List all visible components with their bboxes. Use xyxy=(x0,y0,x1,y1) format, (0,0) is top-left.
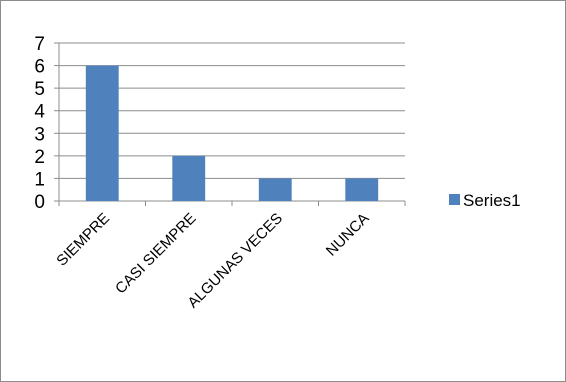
x-category-label-nunca: NUNCA xyxy=(323,210,373,260)
bar-casi-siempre xyxy=(172,155,206,201)
bar-nunca xyxy=(345,178,379,201)
y-tick-label-3: 3 xyxy=(34,124,45,145)
y-tick-label-0: 0 xyxy=(34,192,45,213)
x-category-label-algunas-veces: ALGUNAS VECES xyxy=(184,210,286,312)
y-tick-label-6: 6 xyxy=(34,57,45,78)
y-tick-label-5: 5 xyxy=(34,79,45,100)
x-category-label-siempre: SIEMPRE xyxy=(53,210,113,270)
legend: Series1 xyxy=(449,191,521,210)
legend-label: Series1 xyxy=(463,191,521,210)
legend-swatch xyxy=(449,194,460,205)
y-tick-label-4: 4 xyxy=(34,102,45,123)
bar-siempre xyxy=(85,65,119,201)
bars xyxy=(85,65,379,201)
y-tick-label-2: 2 xyxy=(34,147,45,168)
y-tick-label-1: 1 xyxy=(34,169,45,190)
y-tick-label-7: 7 xyxy=(34,34,45,55)
x-category-label-casi-siempre: CASI SIEMPRE xyxy=(112,210,199,297)
bar-algunas-veces xyxy=(258,178,292,201)
